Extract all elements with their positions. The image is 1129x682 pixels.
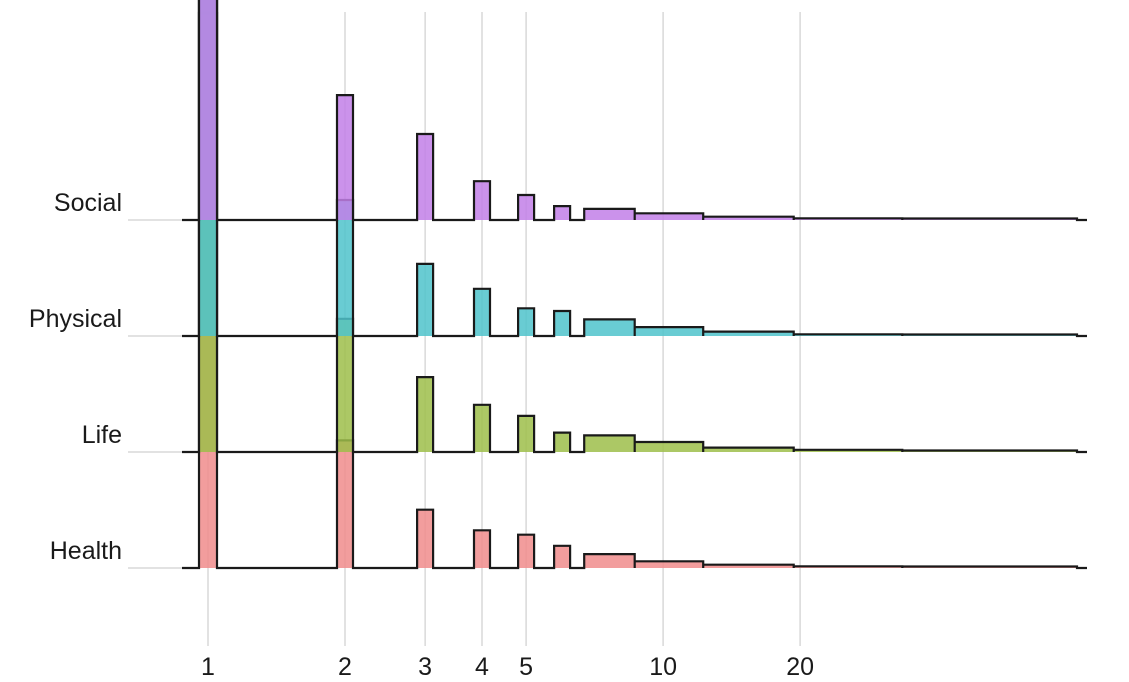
- y-axis-labels: Health Life Physical Social: [29, 189, 122, 565]
- ridge-label-physical: Physical: [29, 305, 122, 333]
- x-tick-label: 10: [649, 653, 677, 681]
- ridge-series: [128, 0, 1087, 570]
- ridge-histogram-social: [182, 0, 1087, 222]
- x-tick-label: 20: [786, 653, 814, 681]
- ridge-histogram-life: [182, 0, 1087, 454]
- x-tick-label: 2: [338, 653, 352, 681]
- x-tick-label: 5: [519, 653, 533, 681]
- gridlines: [207, 12, 801, 646]
- ridge-social: [128, 0, 1087, 222]
- ridge-histogram-physical: [182, 0, 1087, 338]
- ridge-label-health: Health: [50, 537, 122, 565]
- ridge-physical: [128, 0, 1087, 338]
- ridge-health: [128, 11, 1087, 570]
- x-tick-label: 3: [418, 653, 432, 681]
- ridge-histogram-health: [182, 11, 1087, 570]
- ridge-label-life: Life: [82, 421, 122, 449]
- x-tick-label: 4: [475, 653, 489, 681]
- x-tick-label: 1: [201, 653, 215, 681]
- x-axis-labels: 1 2 3 4 5 10 20: [201, 653, 814, 681]
- ridge-life: [128, 0, 1087, 454]
- ridge-label-social: Social: [54, 189, 122, 217]
